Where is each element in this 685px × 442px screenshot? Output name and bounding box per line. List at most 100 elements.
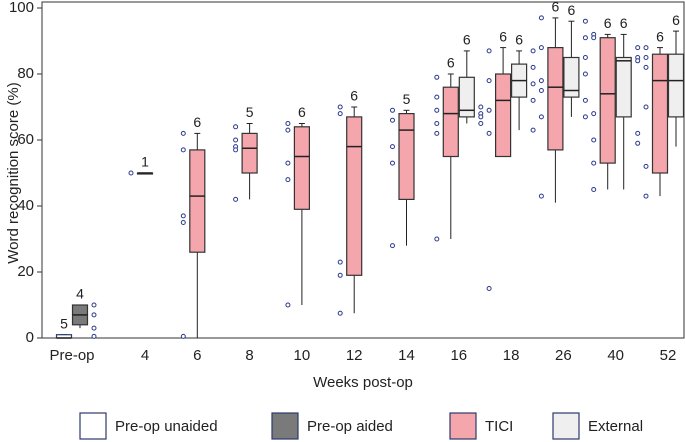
n-label: 6 <box>568 2 576 18</box>
data-point <box>635 140 641 146</box>
data-point <box>538 45 544 51</box>
y-tick-label: 0 <box>26 329 34 346</box>
data-point <box>635 130 641 136</box>
n-label: 6 <box>656 28 664 44</box>
data-point <box>530 64 536 70</box>
data-point <box>643 104 649 110</box>
data-point <box>434 236 440 242</box>
y-tick-label: 100 <box>9 0 34 16</box>
data-point <box>91 333 97 339</box>
data-point <box>582 71 588 77</box>
data-point <box>337 111 343 117</box>
data-point <box>530 81 536 87</box>
n-label: 6 <box>552 0 560 15</box>
plot-frame <box>41 1 685 339</box>
n-label: 6 <box>499 28 507 44</box>
data-point <box>582 97 588 103</box>
data-point <box>390 117 395 123</box>
data-point <box>538 114 544 120</box>
data-point <box>530 97 536 103</box>
data-point <box>582 35 588 41</box>
data-point <box>390 160 395 166</box>
x-tick-label: 26 <box>555 347 572 364</box>
data-point <box>582 114 588 120</box>
box <box>563 56 580 98</box>
data-point <box>91 325 97 331</box>
data-point <box>635 58 641 64</box>
n-label: 6 <box>604 15 612 31</box>
x-tick-label: 16 <box>450 347 467 364</box>
data-point <box>530 127 536 133</box>
n-label: 6 <box>620 15 628 31</box>
data-point <box>591 111 597 117</box>
data-point <box>478 114 484 120</box>
y-tick-label: 40 <box>17 197 34 214</box>
n-label: 6 <box>672 12 680 28</box>
box <box>241 132 258 174</box>
x-tick-label: 10 <box>294 347 311 364</box>
x-tick-label: Pre-op <box>49 347 94 364</box>
data-point <box>285 177 291 183</box>
box <box>495 73 512 158</box>
box <box>599 37 616 164</box>
data-point <box>643 64 649 70</box>
n-label: 6 <box>463 32 471 48</box>
data-point <box>180 147 186 153</box>
box <box>615 56 632 118</box>
x-tick-label: 8 <box>245 347 253 364</box>
n-label: 6 <box>298 104 306 120</box>
data-point <box>337 259 343 265</box>
data-point <box>478 104 484 110</box>
data-point <box>91 312 97 318</box>
data-point <box>486 78 492 84</box>
n-label: 4 <box>76 286 84 302</box>
data-point <box>233 196 239 202</box>
x-axis-title: Weeks post-op <box>313 374 413 391</box>
data-point <box>390 107 395 113</box>
data-point <box>643 163 649 169</box>
n-label: 6 <box>447 55 455 71</box>
x-tick-label: 12 <box>346 347 363 364</box>
data-point <box>285 160 291 166</box>
box <box>346 116 363 276</box>
data-point <box>390 243 395 249</box>
box <box>189 149 206 253</box>
data-point <box>635 45 641 51</box>
data-point <box>180 220 186 225</box>
data-point <box>591 137 597 143</box>
data-point <box>486 286 492 291</box>
legend-swatch <box>271 412 299 440</box>
data-point <box>285 121 291 126</box>
x-tick-label: 4 <box>141 347 149 364</box>
data-point <box>486 48 492 54</box>
data-point <box>128 170 134 176</box>
legend-label: External <box>588 418 643 435</box>
legend-swatch <box>552 412 580 440</box>
data-point <box>591 187 597 192</box>
x-tick-label: 18 <box>503 347 520 364</box>
data-point <box>233 124 239 130</box>
y-tick-label: 60 <box>17 131 34 148</box>
data-point <box>538 193 544 199</box>
data-point <box>538 88 544 93</box>
legend-label: Pre-op aided <box>307 418 393 435</box>
box <box>547 46 564 151</box>
legend-swatch <box>449 412 477 440</box>
data-point <box>434 130 440 136</box>
box <box>398 112 415 201</box>
box <box>458 76 475 118</box>
data-point <box>180 333 186 339</box>
data-point <box>337 104 343 110</box>
y-tick-label: 80 <box>17 65 34 82</box>
data-point <box>337 310 343 316</box>
n-label: 5 <box>403 91 411 107</box>
x-tick-label: 14 <box>398 347 415 364</box>
box <box>442 86 459 158</box>
data-point <box>180 213 186 219</box>
x-tick-label: 40 <box>607 347 624 364</box>
data-point <box>643 55 649 60</box>
n-label: 6 <box>193 114 201 130</box>
data-point <box>530 48 536 54</box>
legend-label: Pre-op unaided <box>115 418 218 435</box>
